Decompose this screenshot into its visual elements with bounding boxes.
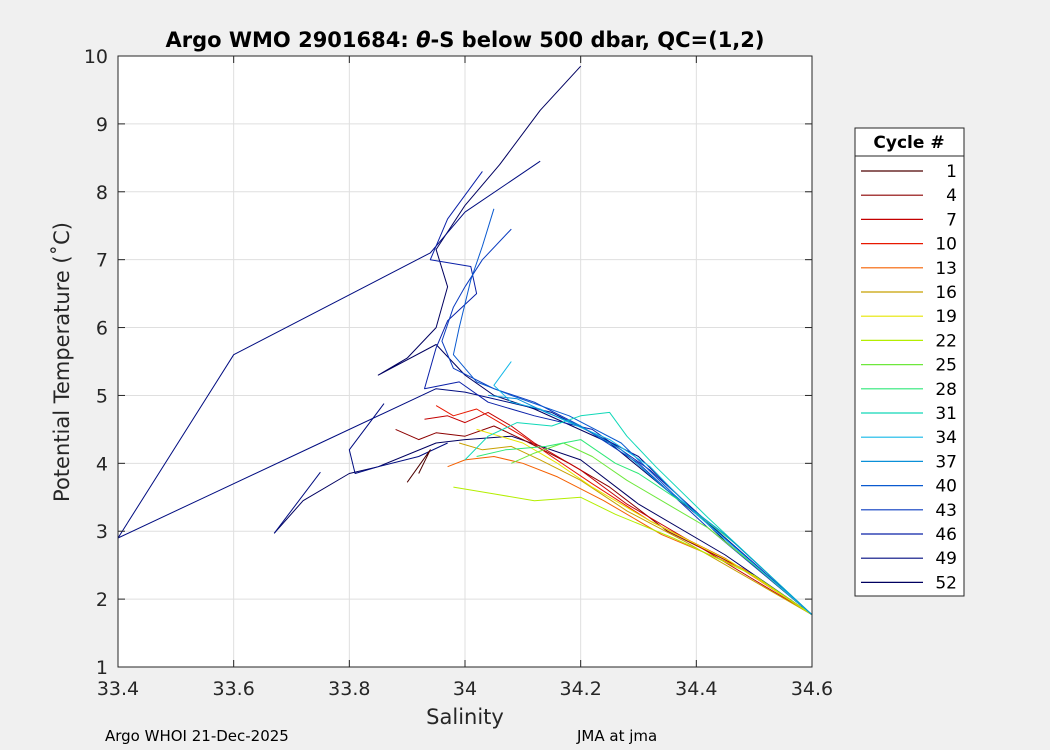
legend-label: 52 (935, 573, 957, 593)
y-tick-label: 10 (84, 46, 108, 68)
legend-label: 43 (935, 501, 957, 521)
profile-line-19 (464, 411, 813, 616)
profile-line-18 (476, 439, 813, 616)
x-tick-labels: 33.4 33.6 33.8 34 34.2 34.4 34.6 (97, 678, 833, 700)
legend-title: Cycle # (873, 133, 944, 153)
legend-label: 1 (946, 162, 957, 182)
x-tick-label: 33.8 (328, 678, 370, 700)
legend-label: 4 (946, 186, 957, 206)
profile-line-9 (406, 449, 431, 483)
y-tick-label: 6 (96, 318, 108, 340)
footer-left: Argo WHOI 21-Dec-2025 (105, 727, 289, 745)
legend-label: 46 (935, 525, 957, 545)
footer-center: JMA at jma (576, 727, 657, 745)
legend-entries: 1 4 7 10 13 16 19 22 25 28 31 34 37 40 43 46 49 52 (861, 162, 957, 593)
profile-line-7 (348, 403, 448, 474)
y-tick-label: 9 (96, 114, 108, 136)
y-tick-label: 4 (96, 453, 108, 475)
chart-title: Argo WMO 2901684: θ-S below 500 dbar, QC… (165, 28, 764, 52)
profile-line-15 (476, 428, 813, 616)
legend-label: 40 (935, 477, 957, 497)
y-tick-label: 7 (96, 250, 108, 272)
x-tick-label: 34 (453, 678, 477, 700)
profile-line-5 (452, 208, 813, 616)
legend-label: 7 (946, 210, 957, 230)
x-axis-label: Salinity (426, 705, 504, 729)
legend-box (854, 127, 965, 597)
profile-line-20 (493, 361, 813, 616)
profile-line-21 (488, 394, 813, 616)
tick-marks (117, 55, 813, 668)
x-tick-label: 33.6 (213, 678, 255, 700)
y-tick-labels: 1 2 3 4 5 6 7 8 9 10 (84, 46, 108, 679)
y-tick-label: 2 (96, 589, 108, 611)
legend-label: 22 (935, 331, 957, 351)
profile-line-16 (453, 486, 813, 616)
legend-label: 25 (935, 356, 957, 376)
profile-line-6 (273, 435, 813, 616)
y-tick-label: 8 (96, 182, 108, 204)
profile-line-11 (424, 411, 813, 616)
x-tick-label: 34.4 (675, 678, 717, 700)
profile-line-3 (424, 171, 813, 616)
y-tick-label: 5 (96, 385, 108, 407)
profile-line-8 (273, 471, 321, 534)
legend-label: 49 (935, 549, 957, 569)
y-tick-label: 3 (96, 521, 108, 543)
legend-label: 16 (935, 283, 957, 303)
legend-label: 19 (935, 307, 957, 327)
profile-line-14 (459, 442, 813, 616)
legend-label: 13 (935, 259, 957, 279)
legend-label: 31 (935, 404, 957, 424)
x-tick-label: 33.4 (97, 678, 139, 700)
profile-line-17 (511, 442, 813, 616)
x-tick-label: 34.6 (791, 678, 833, 700)
legend: Cycle # 1 4 7 10 13 16 19 22 25 28 31 34 37 40 43 46 49 5… (854, 127, 965, 597)
profile-line-1 (377, 65, 813, 616)
legend-label: 37 (935, 452, 957, 472)
legend-label: 10 (935, 235, 957, 255)
x-tick-label: 34.2 (560, 678, 602, 700)
y-axis-label: Potential Temperature (˚C) (50, 222, 74, 502)
y-tick-label: 1 (96, 657, 108, 679)
profile-line-2 (117, 160, 813, 616)
profile-line-10 (395, 425, 813, 616)
legend-label: 28 (935, 380, 957, 400)
plot-lines (117, 65, 813, 616)
legend-label: 34 (935, 428, 957, 448)
